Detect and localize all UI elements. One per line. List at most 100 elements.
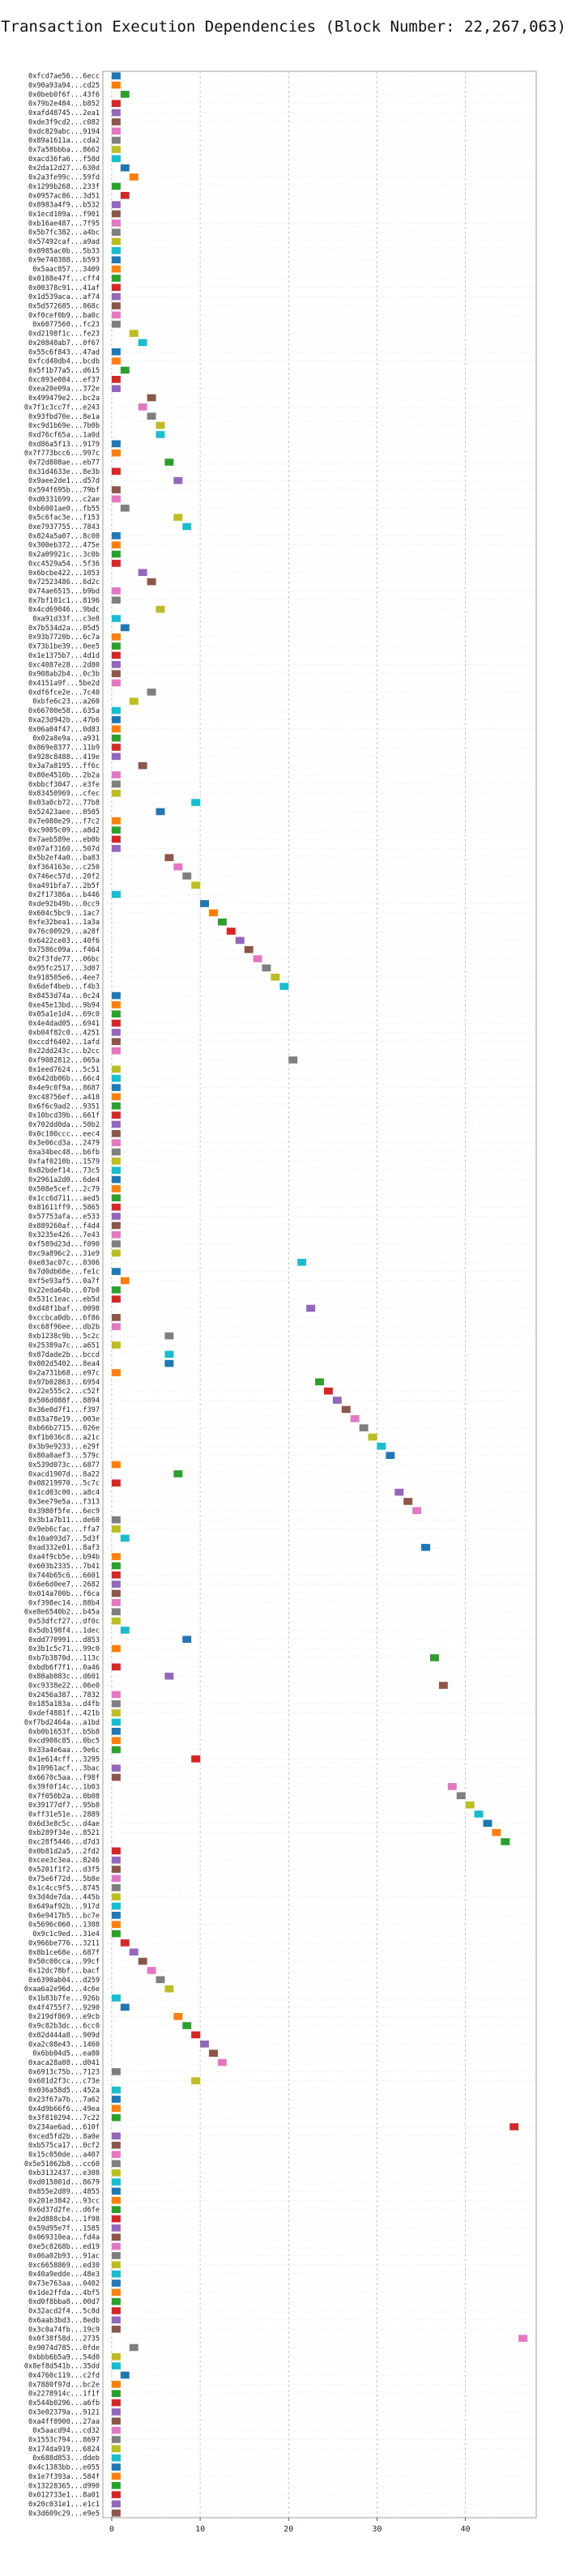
transaction-bar <box>120 1534 130 1542</box>
transaction-label: 0xe5c8268b...ed19 <box>28 2243 100 2251</box>
transaction-label: 0xd0f8bba8...00d7 <box>28 2298 100 2306</box>
transaction-bar <box>111 2362 121 2369</box>
transaction-label: 0x506d088f...8894 <box>28 1397 100 1405</box>
transaction-bar <box>120 504 130 512</box>
transaction-label: 0x20840ab7...0f67 <box>28 339 100 348</box>
transaction-bar <box>111 2113 121 2122</box>
transaction-bar <box>200 900 210 907</box>
transaction-label: 0x802d5402...8ea4 <box>28 1360 100 1368</box>
transaction-label: 0x5f1b77a5...d615 <box>28 367 100 375</box>
transaction-bar <box>412 1507 422 1515</box>
transaction-label: 0xd0331699...c2ae <box>28 496 100 504</box>
transaction-bar <box>156 808 165 816</box>
transaction-bar <box>111 1249 121 1257</box>
transaction-label: 0xccbca0db...6f86 <box>28 1314 100 1322</box>
transaction-bar <box>111 1663 121 1671</box>
transaction-bar <box>421 1543 430 1551</box>
transaction-bar <box>111 1902 121 1910</box>
transaction-label: 0x7aeb589e...eb0b <box>28 836 100 844</box>
transaction-bar <box>138 761 147 770</box>
transaction-bar <box>111 845 121 852</box>
transaction-bar <box>111 2187 121 2195</box>
transaction-label: 0x1eed7624...5c51 <box>28 1066 100 1074</box>
transaction-label: 0xb66b2715...026e <box>28 1425 100 1433</box>
transaction-label: 0xb575ca17...0cf2 <box>28 2142 100 2150</box>
transaction-label: 0x25389a7c...a651 <box>28 1341 100 1350</box>
transaction-label: 0x8983a4f9...b532 <box>28 202 100 210</box>
transaction-label: 0x4e9c0f9a...8687 <box>28 1085 100 1093</box>
transaction-bar <box>111 155 121 163</box>
transaction-label: 0xdef4881f...421b <box>28 1710 100 1718</box>
transaction-bar <box>111 2215 121 2223</box>
transaction-label: 0x185a183a...d4fb <box>28 1700 100 1708</box>
transaction-bar <box>111 1994 121 2002</box>
transaction-label: 0xced5fd2b...8a0e <box>28 2133 100 2141</box>
transaction-label: 0xc48756ef...a418 <box>28 1094 100 1102</box>
transaction-label: 0x8ef8d541b...35dd <box>24 2363 100 2371</box>
transaction-bar <box>111 118 121 126</box>
transaction-label: 0x6077560...fc23 <box>32 321 100 329</box>
transaction-bar <box>386 1452 395 1459</box>
transaction-label: 0xc9005c09...a8d2 <box>28 827 100 835</box>
transaction-bar <box>111 1175 121 1184</box>
transaction-bar <box>111 1295 121 1303</box>
transaction-bar <box>111 992 121 1000</box>
transaction-bar <box>129 173 139 181</box>
transaction-label: 0x7f773bcc6...997c <box>24 450 100 458</box>
transaction-bar <box>111 2381 121 2388</box>
transaction-bar <box>182 2022 192 2029</box>
transaction-bar <box>111 826 121 834</box>
transaction-bar <box>111 1700 121 1708</box>
transaction-bar <box>111 2196 121 2204</box>
transaction-bar <box>111 1240 121 1247</box>
transaction-bar <box>111 2316 121 2324</box>
transaction-bar <box>332 1397 342 1404</box>
transaction-bar <box>111 2426 121 2434</box>
transaction-bar <box>111 284 121 292</box>
transaction-bar <box>147 394 156 402</box>
transaction-bar <box>359 1424 369 1431</box>
transaction-bar <box>111 1718 121 1726</box>
transaction-bar <box>111 1930 121 1938</box>
transaction-bar <box>111 109 121 117</box>
transaction-bar <box>111 1130 121 1137</box>
transaction-bar <box>111 1644 121 1653</box>
transaction-label: 0x3ee79e5a...f313 <box>28 1498 100 1506</box>
transaction-label: 0x0957ac86...3d51 <box>28 192 100 200</box>
x-tick-label: 0 <box>109 2525 114 2534</box>
transaction-label: 0x0188e47f...cff4 <box>28 275 100 283</box>
transaction-bar <box>111 2325 121 2333</box>
transaction-label: 0x604c5bc9...1ac7 <box>28 910 100 918</box>
transaction-label: 0x52423aee...0505 <box>28 808 100 817</box>
transaction-label: 0x1e1375b7...4d1d <box>28 652 100 660</box>
transaction-label: 0x83a78e19...003e <box>28 1415 100 1423</box>
transaction-bar <box>182 872 192 880</box>
transaction-label: 0xb04f82c0...4251 <box>28 1029 100 1037</box>
transaction-bar <box>147 412 156 420</box>
transaction-bar <box>447 1783 457 1790</box>
transaction-bar <box>173 1470 183 1478</box>
transaction-bar <box>111 72 121 79</box>
transaction-label: 0x6d3e8c5c...d4ae <box>28 1820 100 1828</box>
transaction-bar <box>191 2077 201 2085</box>
transaction-label: 0x9eb6cfac...ffa7 <box>28 1526 100 1534</box>
transaction-bar <box>111 1580 121 1588</box>
transaction-bar <box>111 1709 121 1717</box>
transaction-label: 0xfcd7ae56...6ecc <box>28 73 100 81</box>
transaction-bar <box>111 440 121 448</box>
transaction-bar <box>111 2270 121 2278</box>
transaction-label: 0x4d9b66f6...49ea <box>28 2105 100 2113</box>
transaction-bar <box>111 2399 121 2407</box>
transaction-label: 0x3980f5fe...6ec9 <box>28 1508 100 1516</box>
transaction-bar <box>111 1314 121 1321</box>
transaction-label: 0xbfe6c23...a260 <box>32 698 100 706</box>
transaction-bar <box>156 1976 165 1984</box>
transaction-bar <box>111 1268 121 1275</box>
transaction-bar <box>191 2031 201 2039</box>
transaction-label: 0x7880f97d...bc2e <box>28 2381 100 2389</box>
transaction-bar <box>111 633 121 641</box>
transaction-bar <box>111 2472 121 2480</box>
transaction-bar <box>111 302 121 309</box>
transaction-bar <box>111 2353 121 2361</box>
transaction-bar <box>111 1323 121 1331</box>
